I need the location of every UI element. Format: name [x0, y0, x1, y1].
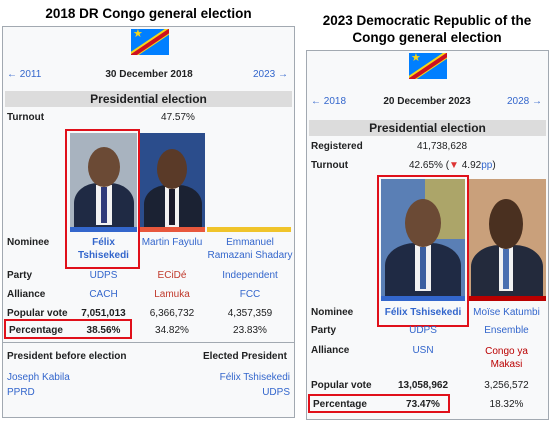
next-election-link[interactable]: 2028 →	[507, 96, 543, 107]
candidate-color-bar	[139, 227, 205, 232]
alliance-congo-ya-makasi[interactable]: Congo ya Makasi	[485, 346, 528, 370]
candidate-color-bar	[70, 227, 137, 232]
highlight-box-percentage	[4, 319, 132, 339]
section-header-presidential: Presidential election	[5, 91, 292, 107]
candidate-photo-katumbi[interactable]	[467, 179, 546, 296]
party-independent[interactable]: Independent	[222, 270, 278, 281]
votes-katumbi: 3,256,572	[484, 380, 529, 391]
prev-election-link[interactable]: ← 2018	[311, 96, 347, 107]
party-ensemble[interactable]: Ensemble	[484, 325, 529, 336]
candidate-photo-fayulu[interactable]	[139, 133, 205, 227]
pp-link[interactable]: pp	[481, 160, 493, 171]
percentage-katumbi: 18.32%	[489, 399, 524, 410]
percentage-tshisekedi: 38.56%	[86, 325, 121, 336]
president-before-party[interactable]: PPRD	[7, 387, 35, 398]
party-udps[interactable]: UDPS	[89, 270, 118, 281]
elected-president-label: Elected President	[203, 351, 287, 362]
party-udps[interactable]: UDPS	[409, 325, 437, 336]
infobox-2018-title: 2018 DR Congo general election	[45, 6, 252, 21]
turnout-change: 4.92	[461, 160, 482, 171]
section-header-presidential: Presidential election	[309, 120, 546, 136]
percentage-shadary: 23.83%	[233, 325, 267, 336]
alliance-usn[interactable]: USN	[412, 345, 434, 356]
nominee-tshisekedi[interactable]: Félix Tshisekedi	[78, 237, 129, 261]
percentage-tshisekedi: 73.47%	[406, 399, 440, 410]
turnout-label: Turnout	[7, 112, 45, 123]
nominee-label: Nominee	[7, 237, 50, 248]
alliance-cach[interactable]: CACH	[89, 289, 118, 300]
highlight-box-percentage	[308, 394, 450, 413]
alliance-label: Alliance	[7, 289, 46, 300]
candidate-color-bar	[381, 296, 465, 301]
nominee-shadary[interactable]: Emmanuel Ramazani Shadary	[207, 237, 293, 261]
turnout-value-row: 42.65% (▼ 4.92pp)	[409, 160, 496, 171]
prev-election-link[interactable]: ← 2011	[7, 69, 42, 80]
registered-value: 41,738,628	[416, 141, 468, 152]
infobox-2023-title: 2023 Democratic Republic of the Congo ge…	[322, 13, 532, 45]
alliance-label: Alliance	[311, 345, 350, 356]
votes-tshisekedi: 7,051,013	[81, 308, 126, 319]
votes-fayulu: 6,366,732	[149, 308, 195, 319]
president-before-label: President before election	[7, 351, 127, 362]
alliance-fcc[interactable]: FCC	[239, 289, 261, 300]
candidate-photo-tshisekedi[interactable]	[70, 133, 137, 227]
drc-flag-icon: ★	[409, 53, 447, 79]
candidate-color-bar	[207, 227, 291, 232]
votes-tshisekedi: 13,058,962	[397, 380, 449, 391]
percentage-label: Percentage	[313, 399, 367, 410]
divider	[3, 342, 294, 343]
nominee-fayulu[interactable]: Martin Fayulu	[141, 237, 203, 248]
popular-vote-label: Popular vote	[7, 308, 68, 319]
votes-shadary: 4,357,359	[227, 308, 273, 319]
president-before-name[interactable]: Joseph Kabila	[7, 372, 70, 383]
infobox-2018: ★ ← 2011 30 December 2018 2023 → Preside…	[2, 26, 295, 418]
party-label: Party	[7, 270, 33, 281]
election-date: 20 December 2023	[383, 96, 471, 107]
popular-vote-label: Popular vote	[311, 380, 372, 391]
nominee-katumbi[interactable]: Moïse Katumbi	[473, 307, 540, 318]
nominee-label: Nominee	[311, 307, 354, 318]
drc-flag-icon: ★	[131, 29, 169, 55]
percentage-fayulu: 34.82%	[155, 325, 189, 336]
alliance-lamuka[interactable]: Lamuka	[154, 289, 190, 300]
registered-label: Registered	[311, 141, 363, 152]
party-label: Party	[311, 325, 337, 336]
nominee-tshisekedi[interactable]: Félix Tshisekedi	[384, 307, 462, 318]
turnout-label: Turnout	[311, 160, 349, 171]
percentage-label: Percentage	[9, 325, 63, 336]
elected-president-party[interactable]: UDPS	[262, 387, 290, 398]
turnout-value: 47.57%	[161, 112, 195, 123]
highlight-box-tshisekedi	[377, 175, 469, 327]
infobox-2023: ★ ← 2018 20 December 2023 2028 → Preside…	[306, 50, 549, 420]
candidate-color-bar	[467, 296, 546, 301]
party-ecide[interactable]: ECiDé	[157, 270, 187, 281]
election-date: 30 December 2018	[105, 69, 193, 80]
next-election-link[interactable]: 2023 →	[253, 69, 289, 80]
elected-president-name[interactable]: Félix Tshisekedi	[219, 372, 290, 383]
candidate-photo-tshisekedi[interactable]	[381, 179, 465, 296]
turnout-decrease-icon: ▼	[449, 160, 459, 171]
turnout-value: 42.65%	[409, 160, 443, 171]
highlight-box-tshisekedi	[65, 129, 140, 269]
